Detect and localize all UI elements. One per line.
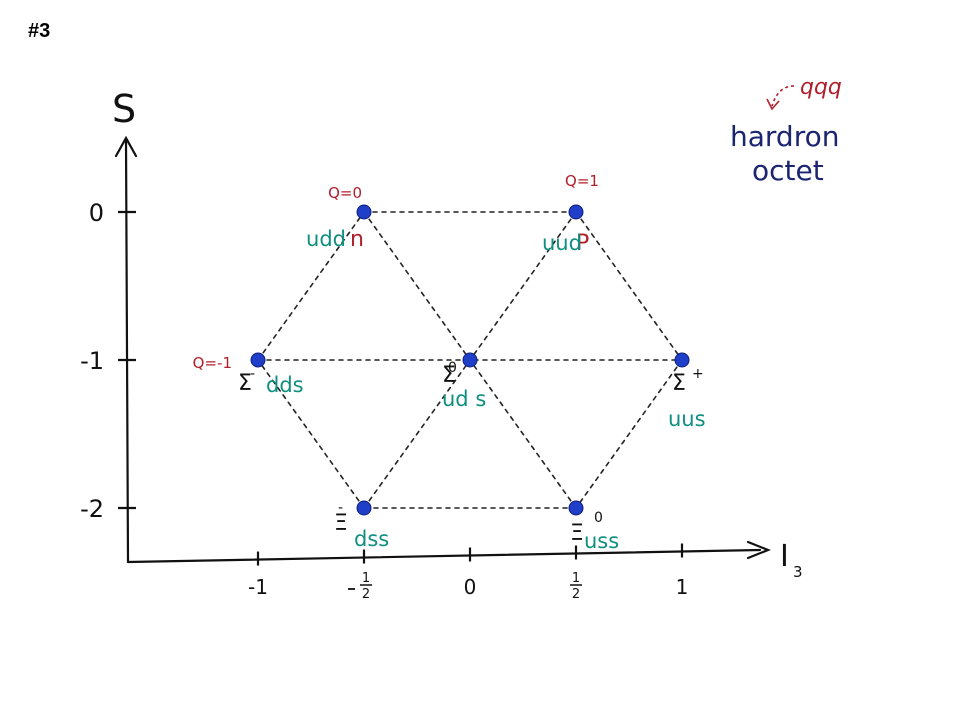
particle-superscript-sigma-plus: + bbox=[692, 366, 704, 382]
x-tick-label-denominator: 2 bbox=[362, 587, 370, 602]
title-line1: hardron bbox=[730, 120, 839, 153]
charge-label-p: Q=1 bbox=[565, 172, 599, 190]
quark-content-sigma-plus: uus bbox=[668, 407, 706, 431]
y-tick-label: 0 bbox=[89, 199, 104, 227]
particle-point-xi-minus bbox=[356, 500, 372, 516]
particle-name-xi-minus: Ξ bbox=[334, 511, 348, 536]
connection-p-sigma-plus bbox=[575, 211, 683, 361]
particle-name-p: P bbox=[576, 231, 589, 256]
y-axis-line bbox=[124, 138, 130, 564]
particle-xi-minus: Ξ-dss bbox=[334, 500, 389, 551]
quark-content-xi-zero: uss bbox=[584, 529, 619, 553]
particle-point-sigma-zero bbox=[462, 352, 478, 368]
particle-name-xi-zero: Ξ bbox=[570, 521, 584, 546]
particle-superscript-sigma-minus: - bbox=[250, 366, 255, 382]
x-tick-label-numerator: 1 bbox=[572, 571, 580, 586]
charge-label-n: Q=0 bbox=[328, 184, 362, 202]
particle-name-sigma-plus: Σ bbox=[672, 371, 686, 396]
slide-number: #3 bbox=[28, 20, 51, 42]
connection-xi-minus-sigma-minus bbox=[257, 359, 365, 509]
quark-content-sigma-zero: ud s bbox=[442, 387, 486, 411]
particle-sigma-zero: Σ0 ud s bbox=[442, 352, 486, 411]
particle-point-p bbox=[568, 204, 584, 220]
particle-sigma-minus: Q=-1 Σ-dds bbox=[193, 352, 304, 397]
quark-content-p: uud bbox=[542, 231, 582, 255]
title-arrow bbox=[771, 85, 795, 107]
quark-content-xi-minus: dss bbox=[354, 527, 389, 551]
particle-point-n bbox=[356, 204, 372, 220]
x-tick-label-fraction: 12 bbox=[570, 571, 582, 602]
particle-superscript-xi-zero: 0 bbox=[594, 510, 603, 526]
axes-group bbox=[114, 135, 771, 564]
y-axis-label: S bbox=[112, 87, 136, 131]
y-axis-arrowhead bbox=[114, 135, 138, 158]
particle-name-n: n bbox=[350, 227, 364, 252]
connection-sigma-minus-n bbox=[257, 211, 365, 361]
particle-sigma-plus: Σ + uus bbox=[668, 352, 706, 431]
x-axis-line bbox=[126, 548, 762, 564]
particle-point-sigma-plus bbox=[674, 352, 690, 368]
particle-name-sigma-zero: Σ bbox=[442, 363, 456, 388]
title-quark-content: qqq bbox=[800, 75, 842, 100]
x-axis-label-subscript: 3 bbox=[793, 563, 803, 581]
x-axis-arrowhead bbox=[746, 540, 771, 560]
y-tick-label: -2 bbox=[80, 495, 104, 523]
x-tick-label-numerator: 1 bbox=[362, 571, 370, 586]
connection-sigma-plus-xi-zero bbox=[575, 359, 683, 509]
x-tick-label: 1 bbox=[676, 575, 689, 599]
particle-superscript-xi-minus: - bbox=[338, 500, 343, 516]
particle-point-xi-zero bbox=[568, 500, 584, 516]
x-tick-label: -1 bbox=[248, 575, 268, 599]
particle-name-sigma-minus: Σ bbox=[238, 371, 252, 396]
y-tick-label: -1 bbox=[80, 347, 104, 375]
x-tick-label-fraction: 12 bbox=[348, 571, 372, 602]
x-axis-label: I bbox=[780, 539, 789, 574]
quark-content-n: udd bbox=[306, 227, 346, 251]
quark-content-sigma-minus: dds bbox=[266, 373, 304, 397]
title-arrowhead bbox=[766, 98, 780, 111]
x-tick-label: 0 bbox=[464, 575, 477, 599]
particle-xi-zero: Ξ0 uss bbox=[568, 500, 619, 553]
particle-point-sigma-minus bbox=[250, 352, 266, 368]
title-line2: octet bbox=[752, 154, 824, 187]
charge-label-sigma-minus: Q=-1 bbox=[193, 354, 232, 372]
particle-superscript-sigma-zero: 0 bbox=[448, 360, 457, 376]
x-tick-label-denominator: 2 bbox=[572, 587, 580, 602]
